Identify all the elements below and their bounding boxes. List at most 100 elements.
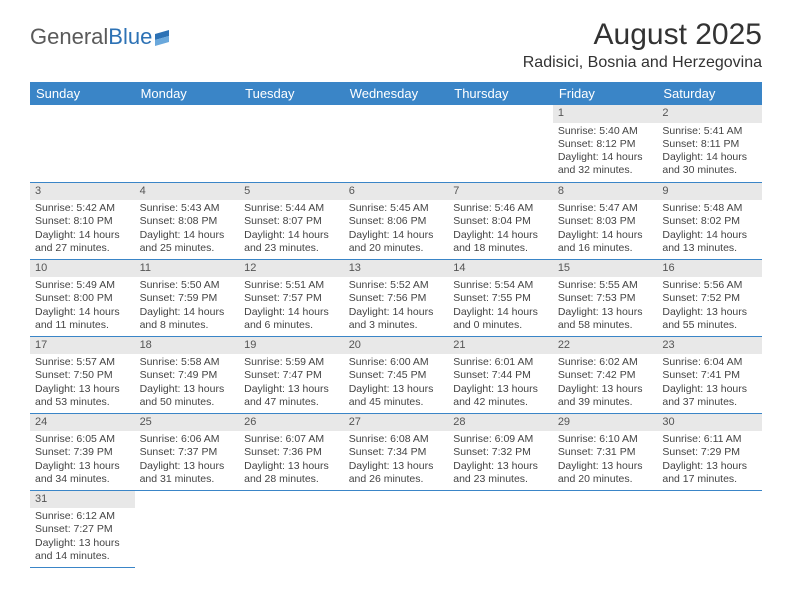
calendar-cell	[135, 105, 240, 182]
day-number: 16	[657, 260, 762, 278]
sunset-line: Sunset: 7:39 PM	[35, 446, 130, 459]
sunrise-line: Sunrise: 6:04 AM	[662, 356, 757, 369]
day-body: Sunrise: 6:12 AMSunset: 7:27 PMDaylight:…	[30, 508, 135, 566]
calendar-row: 1Sunrise: 5:40 AMSunset: 8:12 PMDaylight…	[30, 105, 762, 182]
day-body: Sunrise: 5:48 AMSunset: 8:02 PMDaylight:…	[657, 200, 762, 258]
sunset-line: Sunset: 7:37 PM	[140, 446, 235, 459]
weekday-header: Monday	[135, 82, 240, 105]
day-body: Sunrise: 6:02 AMSunset: 7:42 PMDaylight:…	[553, 354, 658, 412]
sunrise-line: Sunrise: 5:46 AM	[453, 202, 548, 215]
sunset-line: Sunset: 7:52 PM	[662, 292, 757, 305]
daylight-line: Daylight: 14 hours and 23 minutes.	[244, 229, 339, 255]
daylight-line: Daylight: 13 hours and 37 minutes.	[662, 383, 757, 409]
sunset-line: Sunset: 7:45 PM	[349, 369, 444, 382]
day-body: Sunrise: 5:47 AMSunset: 8:03 PMDaylight:…	[553, 200, 658, 258]
day-body: Sunrise: 5:44 AMSunset: 8:07 PMDaylight:…	[239, 200, 344, 258]
calendar-cell: 23Sunrise: 6:04 AMSunset: 7:41 PMDayligh…	[657, 336, 762, 413]
day-body: Sunrise: 5:51 AMSunset: 7:57 PMDaylight:…	[239, 277, 344, 335]
daylight-line: Daylight: 13 hours and 31 minutes.	[140, 460, 235, 486]
daylight-line: Daylight: 14 hours and 20 minutes.	[349, 229, 444, 255]
sunset-line: Sunset: 7:41 PM	[662, 369, 757, 382]
daylight-line: Daylight: 13 hours and 20 minutes.	[558, 460, 653, 486]
calendar-row: 24Sunrise: 6:05 AMSunset: 7:39 PMDayligh…	[30, 413, 762, 490]
daylight-line: Daylight: 14 hours and 16 minutes.	[558, 229, 653, 255]
sunrise-line: Sunrise: 5:41 AM	[662, 125, 757, 138]
sunrise-line: Sunrise: 6:05 AM	[35, 433, 130, 446]
sunset-line: Sunset: 7:44 PM	[453, 369, 548, 382]
sunrise-line: Sunrise: 5:59 AM	[244, 356, 339, 369]
calendar-cell: 14Sunrise: 5:54 AMSunset: 7:55 PMDayligh…	[448, 259, 553, 336]
sunset-line: Sunset: 7:31 PM	[558, 446, 653, 459]
calendar-cell: 1Sunrise: 5:40 AMSunset: 8:12 PMDaylight…	[553, 105, 658, 182]
daylight-line: Daylight: 13 hours and 58 minutes.	[558, 306, 653, 332]
calendar-cell: 10Sunrise: 5:49 AMSunset: 8:00 PMDayligh…	[30, 259, 135, 336]
sunrise-line: Sunrise: 6:07 AM	[244, 433, 339, 446]
calendar-cell	[553, 490, 658, 567]
day-number: 4	[135, 183, 240, 201]
sunrise-line: Sunrise: 5:56 AM	[662, 279, 757, 292]
day-body: Sunrise: 6:07 AMSunset: 7:36 PMDaylight:…	[239, 431, 344, 489]
calendar-cell: 2Sunrise: 5:41 AMSunset: 8:11 PMDaylight…	[657, 105, 762, 182]
day-number: 30	[657, 414, 762, 432]
daylight-line: Daylight: 13 hours and 53 minutes.	[35, 383, 130, 409]
sunrise-line: Sunrise: 6:08 AM	[349, 433, 444, 446]
day-number: 21	[448, 337, 553, 355]
calendar-cell: 15Sunrise: 5:55 AMSunset: 7:53 PMDayligh…	[553, 259, 658, 336]
day-body: Sunrise: 6:11 AMSunset: 7:29 PMDaylight:…	[657, 431, 762, 489]
calendar-cell: 11Sunrise: 5:50 AMSunset: 7:59 PMDayligh…	[135, 259, 240, 336]
sunset-line: Sunset: 7:50 PM	[35, 369, 130, 382]
weekday-header: Tuesday	[239, 82, 344, 105]
calendar-cell: 6Sunrise: 5:45 AMSunset: 8:06 PMDaylight…	[344, 182, 449, 259]
logo: GeneralBlue	[30, 18, 177, 50]
calendar-cell: 5Sunrise: 5:44 AMSunset: 8:07 PMDaylight…	[239, 182, 344, 259]
day-body: Sunrise: 6:00 AMSunset: 7:45 PMDaylight:…	[344, 354, 449, 412]
day-number: 25	[135, 414, 240, 432]
calendar-cell	[135, 490, 240, 567]
day-number: 23	[657, 337, 762, 355]
sunrise-line: Sunrise: 6:11 AM	[662, 433, 757, 446]
calendar-cell: 22Sunrise: 6:02 AMSunset: 7:42 PMDayligh…	[553, 336, 658, 413]
daylight-line: Daylight: 14 hours and 0 minutes.	[453, 306, 548, 332]
day-body: Sunrise: 6:05 AMSunset: 7:39 PMDaylight:…	[30, 431, 135, 489]
sunset-line: Sunset: 8:02 PM	[662, 215, 757, 228]
weekday-header: Sunday	[30, 82, 135, 105]
sunset-line: Sunset: 7:36 PM	[244, 446, 339, 459]
calendar-row: 10Sunrise: 5:49 AMSunset: 8:00 PMDayligh…	[30, 259, 762, 336]
sunset-line: Sunset: 7:49 PM	[140, 369, 235, 382]
sunrise-line: Sunrise: 5:52 AM	[349, 279, 444, 292]
day-number: 27	[344, 414, 449, 432]
sunset-line: Sunset: 7:47 PM	[244, 369, 339, 382]
sunrise-line: Sunrise: 5:45 AM	[349, 202, 444, 215]
daylight-line: Daylight: 13 hours and 42 minutes.	[453, 383, 548, 409]
sunset-line: Sunset: 8:00 PM	[35, 292, 130, 305]
sunset-line: Sunset: 7:34 PM	[349, 446, 444, 459]
day-body: Sunrise: 6:01 AMSunset: 7:44 PMDaylight:…	[448, 354, 553, 412]
daylight-line: Daylight: 13 hours and 28 minutes.	[244, 460, 339, 486]
weekday-header: Wednesday	[344, 82, 449, 105]
sunrise-line: Sunrise: 5:51 AM	[244, 279, 339, 292]
calendar-cell: 12Sunrise: 5:51 AMSunset: 7:57 PMDayligh…	[239, 259, 344, 336]
day-body: Sunrise: 5:55 AMSunset: 7:53 PMDaylight:…	[553, 277, 658, 335]
day-number: 26	[239, 414, 344, 432]
sunrise-line: Sunrise: 5:47 AM	[558, 202, 653, 215]
day-body: Sunrise: 5:50 AMSunset: 7:59 PMDaylight:…	[135, 277, 240, 335]
daylight-line: Daylight: 14 hours and 32 minutes.	[558, 151, 653, 177]
sunset-line: Sunset: 8:08 PM	[140, 215, 235, 228]
day-body: Sunrise: 6:04 AMSunset: 7:41 PMDaylight:…	[657, 354, 762, 412]
calendar-cell: 29Sunrise: 6:10 AMSunset: 7:31 PMDayligh…	[553, 413, 658, 490]
calendar-row: 31Sunrise: 6:12 AMSunset: 7:27 PMDayligh…	[30, 490, 762, 567]
sunrise-line: Sunrise: 6:02 AM	[558, 356, 653, 369]
day-number: 18	[135, 337, 240, 355]
calendar-body: 1Sunrise: 5:40 AMSunset: 8:12 PMDaylight…	[30, 105, 762, 567]
sunset-line: Sunset: 7:56 PM	[349, 292, 444, 305]
day-body: Sunrise: 5:56 AMSunset: 7:52 PMDaylight:…	[657, 277, 762, 335]
calendar-cell	[239, 105, 344, 182]
day-number: 8	[553, 183, 658, 201]
title-block: August 2025 Radisici, Bosnia and Herzego…	[523, 18, 762, 72]
day-body: Sunrise: 6:09 AMSunset: 7:32 PMDaylight:…	[448, 431, 553, 489]
calendar-cell	[448, 105, 553, 182]
daylight-line: Daylight: 13 hours and 17 minutes.	[662, 460, 757, 486]
daylight-line: Daylight: 14 hours and 6 minutes.	[244, 306, 339, 332]
calendar-cell	[448, 490, 553, 567]
day-number: 14	[448, 260, 553, 278]
